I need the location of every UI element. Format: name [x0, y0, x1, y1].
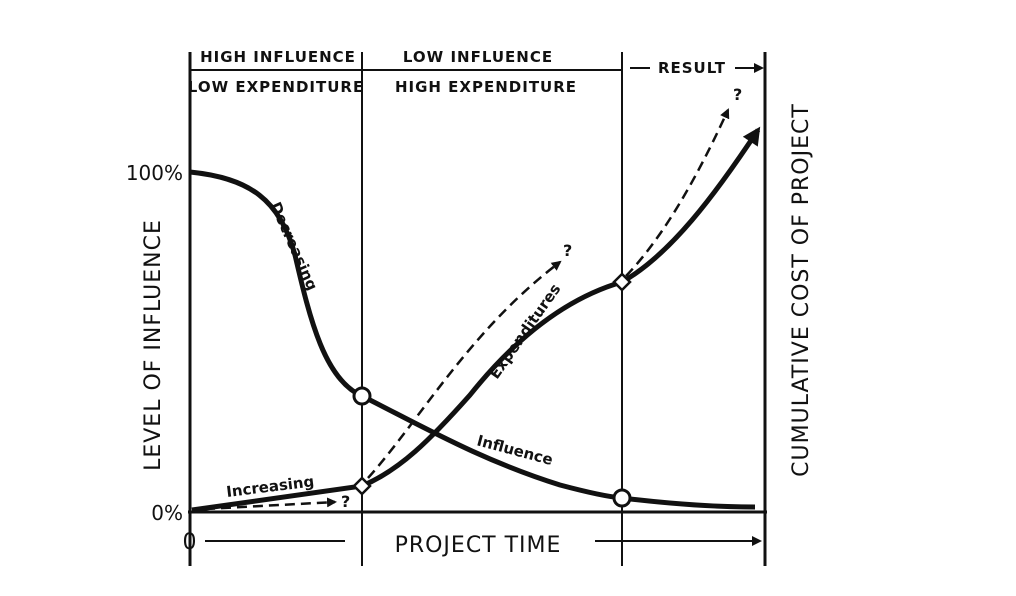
influence-marker-2	[612, 488, 632, 508]
expenditures-label: Expenditures	[486, 280, 565, 382]
header-high-influence: HIGH INFLUENCE	[200, 48, 356, 66]
y-tick-100: 100%	[126, 161, 183, 185]
decreasing-label: Decreasing	[266, 199, 321, 293]
x-axis-label: PROJECT TIME	[395, 533, 562, 558]
y-tick-0: 0%	[151, 501, 183, 525]
header-high-expenditure: HIGH EXPENDITURE	[395, 78, 577, 96]
question-mark-2: ?	[563, 241, 572, 260]
influence-marker-1	[352, 386, 372, 406]
question-mark-1: ?	[341, 492, 350, 511]
y-axis-label-right: CUMULATIVE COST OF PROJECT	[789, 103, 814, 477]
expenditures-curve	[191, 126, 761, 513]
influence-curve	[189, 169, 756, 510]
x-origin: 0	[183, 530, 198, 555]
expenditure-marker-1	[352, 476, 372, 496]
header-low-expenditure: LOW EXPENDITURE	[188, 78, 364, 96]
frame	[188, 52, 767, 566]
question-mark-3: ?	[733, 85, 742, 104]
y-axis-label-left: LEVEL OF INFLUENCE	[141, 219, 166, 471]
expenditure-marker-2	[612, 272, 632, 292]
influence-label: Influence	[475, 431, 555, 469]
dashed-projection-2	[367, 260, 562, 479]
header-result: RESULT	[658, 59, 726, 77]
dashed-projection-1	[204, 497, 337, 511]
dashed-projection-3	[625, 108, 730, 277]
header-low-influence: LOW INFLUENCE	[403, 48, 553, 66]
